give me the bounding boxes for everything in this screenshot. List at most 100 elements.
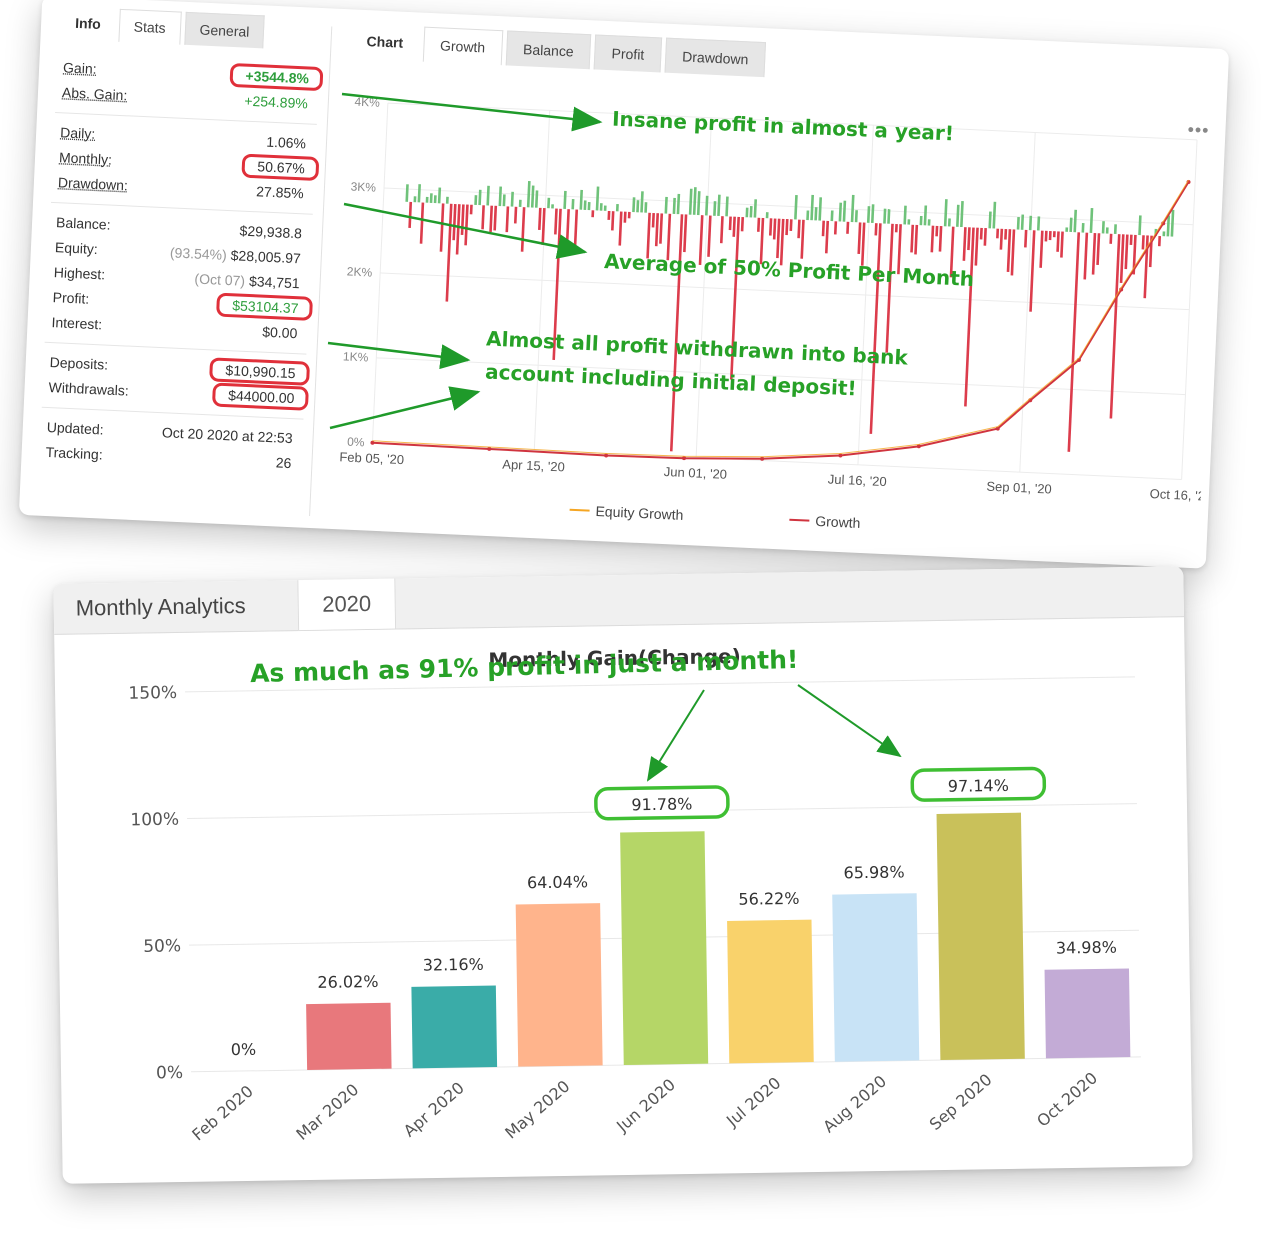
daily-gain-bar xyxy=(1065,227,1069,232)
growth-chart: 0% 1K% 2K% 3K% 4K% Feb 05, '20 Apr 15, '20 Jun … xyxy=(319,81,1218,565)
daily-loss-bar xyxy=(408,201,413,228)
daily-gain-bar xyxy=(615,204,619,212)
daily-loss-bar xyxy=(967,227,971,251)
grid-line-h xyxy=(387,102,1198,141)
daily-gain-bar xyxy=(1089,208,1094,233)
daily-gain-bar xyxy=(603,205,607,211)
daily-gain-bar xyxy=(526,181,531,208)
grid-line-h xyxy=(380,272,1190,311)
y-tick-label: 2K% xyxy=(347,264,373,279)
y-tick-label: 0% xyxy=(156,1063,183,1083)
daily-loss-bar xyxy=(962,227,967,261)
daily-gain-bar xyxy=(425,196,429,203)
daily-gain-bar xyxy=(563,190,567,210)
daily-loss-bar xyxy=(611,211,615,231)
daily-loss-bar xyxy=(1141,235,1145,250)
daily-gain-bar xyxy=(405,184,409,202)
daily-gain-bar xyxy=(850,194,855,223)
growth-point xyxy=(604,453,609,458)
daily-loss-bar xyxy=(513,206,518,224)
daily-gain-bar xyxy=(417,184,421,203)
daily-gain-bar xyxy=(664,196,668,214)
y-tick-label: 100% xyxy=(130,810,179,831)
grid-line-v xyxy=(857,125,874,465)
daily-loss-bar xyxy=(1056,231,1060,252)
legend-growth-swatch xyxy=(789,518,810,522)
daily-loss-bar xyxy=(964,227,975,407)
daily-loss-bar xyxy=(1148,235,1153,268)
daily-loss-bar xyxy=(860,222,866,266)
bar-data-label: 97.14% xyxy=(948,776,1009,796)
daily-gain-bar xyxy=(640,191,644,213)
daily-gain-bar xyxy=(1028,215,1033,231)
daily-loss-bar xyxy=(833,221,838,235)
daily-loss-bar xyxy=(1143,235,1149,299)
daily-loss-bar xyxy=(1004,228,1008,240)
daily-gain-bar xyxy=(1036,216,1041,231)
bar-aug-2020 xyxy=(832,893,920,1062)
bar-data-label: 26.02% xyxy=(317,972,378,992)
daily-loss-bar xyxy=(729,216,740,380)
daily-loss-bar xyxy=(445,203,453,302)
daily-gain-bar xyxy=(1170,209,1175,237)
x-tick-label: Jun 01, '20 xyxy=(664,464,728,482)
daily-loss-bar xyxy=(698,215,704,266)
daily-gain-bar xyxy=(583,200,587,210)
daily-loss-bar xyxy=(1048,230,1052,241)
daily-gain-bar xyxy=(749,206,753,218)
daily-loss-bar xyxy=(1039,230,1044,268)
growth-point xyxy=(682,456,687,461)
y-tick-label: 1K% xyxy=(343,349,369,364)
daily-gain-bar xyxy=(547,197,551,209)
daily-loss-bar xyxy=(623,211,627,223)
arrow-sep xyxy=(797,684,902,758)
daily-gain-bar xyxy=(595,186,600,211)
daily-gain-bar xyxy=(433,195,437,204)
daily-loss-bar xyxy=(505,206,510,233)
daily-gain-bar xyxy=(1166,215,1171,237)
daily-loss-bar xyxy=(999,228,1004,250)
daily-gain-bar xyxy=(1081,222,1085,233)
daily-loss-bar xyxy=(821,220,826,237)
daily-gain-bar xyxy=(947,218,951,227)
daily-loss-bar xyxy=(935,225,939,237)
daily-loss-bar xyxy=(772,218,777,240)
daily-loss-bar xyxy=(728,216,732,231)
daily-gain-bar xyxy=(1073,209,1078,233)
daily-loss-bar xyxy=(1096,233,1101,266)
daily-loss-bar xyxy=(1060,231,1064,258)
daily-loss-bar xyxy=(541,208,546,245)
daily-loss-bar xyxy=(756,217,761,232)
daily-gain-bar xyxy=(1162,231,1166,237)
grid-line-v xyxy=(695,117,713,458)
daily-loss-bar xyxy=(759,217,765,265)
daily-loss-bar xyxy=(1083,232,1089,280)
x-tick-label: Feb 05, '20 xyxy=(339,449,404,467)
daily-gain-bar xyxy=(907,219,911,225)
daily-loss-bar xyxy=(666,213,672,261)
daily-gain-bar xyxy=(923,205,928,226)
bar-data-label: 64.04% xyxy=(527,872,588,892)
daily-loss-bar xyxy=(618,211,623,246)
daily-loss-bar xyxy=(996,228,1000,239)
daily-loss-bar xyxy=(683,214,688,253)
daily-gain-bar xyxy=(445,196,449,204)
bar-jul-2020 xyxy=(727,919,814,1064)
daily-gain-bar xyxy=(498,186,503,207)
daily-gain-bar xyxy=(814,207,818,221)
arrow-withdrawals xyxy=(329,386,481,430)
daily-gain-bar xyxy=(818,197,823,221)
daily-loss-bar xyxy=(489,205,494,232)
grid-line-h xyxy=(372,442,1182,480)
daily-loss-bar xyxy=(646,212,651,259)
legend-equity-swatch xyxy=(569,508,590,512)
bar-data-label: 0% xyxy=(231,1040,257,1059)
daily-gain-bar xyxy=(676,193,681,215)
daily-gain-bar xyxy=(870,204,875,224)
y-tick-label: 50% xyxy=(143,936,181,957)
daily-loss-bar xyxy=(983,228,987,246)
daily-loss-bar xyxy=(740,217,745,232)
daily-gain-bar xyxy=(696,191,701,216)
daily-loss-bar xyxy=(846,221,850,234)
daily-gain-bar xyxy=(478,189,482,206)
